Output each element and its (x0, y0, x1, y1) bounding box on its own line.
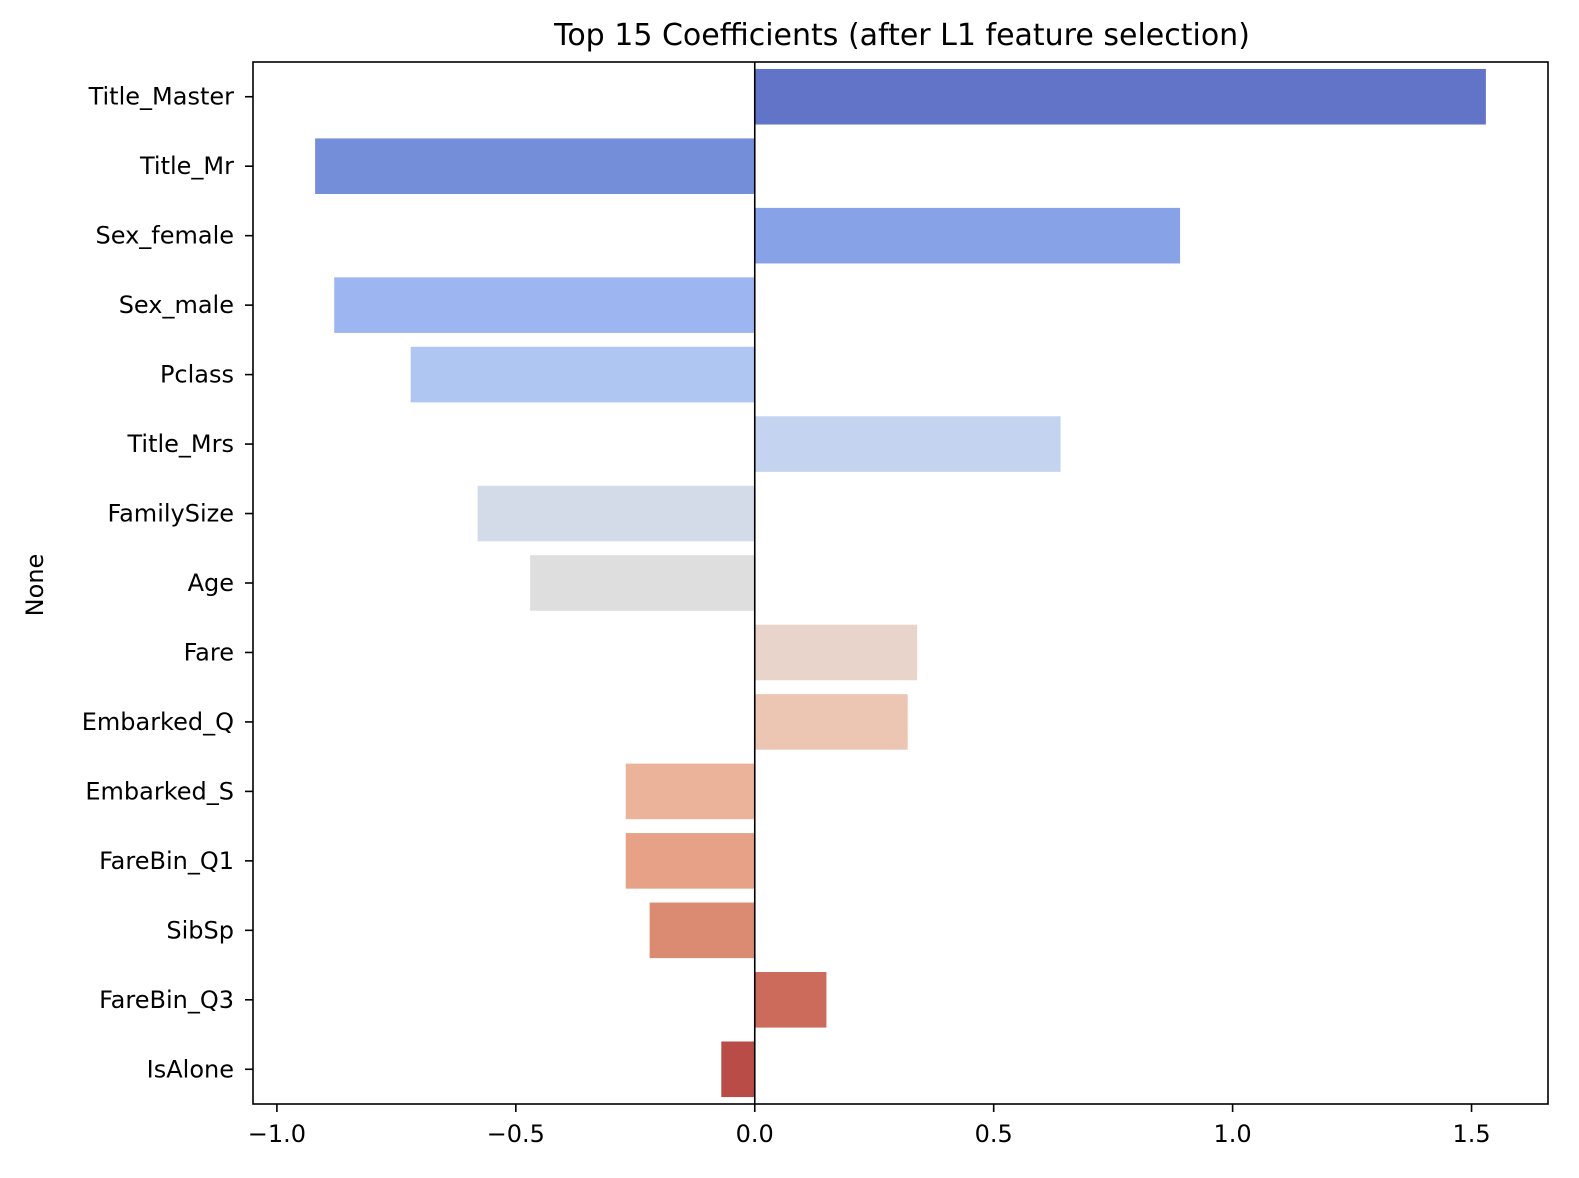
chart-title: Top 15 Coefficients (after L1 feature se… (553, 18, 1250, 53)
bar-sex-male (334, 277, 755, 333)
x-tick-label: 1.5 (1452, 1120, 1490, 1148)
y-tick-label-farebin-q3: FareBin_Q3 (99, 986, 234, 1014)
y-tick-label-isalone: IsAlone (147, 1055, 234, 1083)
x-tick-label: −1.0 (248, 1120, 306, 1148)
x-ticks-group: −1.0 −0.5 0.0 0.5 1.0 1.5 (248, 1104, 1491, 1148)
bar-embarked-s (625, 763, 755, 820)
bar-isalone (721, 1041, 755, 1098)
x-tick-label: 1.0 (1214, 1120, 1252, 1148)
x-tick-label: 0.5 (975, 1120, 1013, 1148)
y-tick-label-sibsp: SibSp (166, 916, 234, 944)
y-tick-label-pclass: Pclass (160, 361, 234, 389)
bar-farebin-q3 (754, 972, 827, 1028)
y-tick-label-sex-male: Sex_male (119, 291, 234, 319)
bar-farebin-q1 (625, 833, 755, 889)
x-tick-label: −0.5 (487, 1120, 545, 1148)
x-tick-label: 0.0 (736, 1120, 774, 1148)
y-tick-label-title-master: Title_Master (88, 83, 235, 111)
y-tick-label-farebin-q1: FareBin_Q1 (99, 847, 234, 875)
y-tick-label-age: Age (188, 569, 234, 597)
bar-sibsp (649, 902, 755, 959)
y-tick-label-title-mrs: Title_Mrs (126, 430, 234, 458)
bar-title-mrs (754, 416, 1061, 472)
y-tick-label-embarked-s: Embarked_S (85, 777, 234, 805)
y-tick-label-sex-female: Sex_female (95, 222, 234, 250)
bar-fare (754, 624, 918, 681)
bar-embarked-q (754, 694, 908, 750)
y-ticks-group: Title_Master Title_Mr Sex_female Sex_male Pc… (82, 83, 253, 1083)
bar-title-mr (315, 138, 755, 194)
y-axis-label: None (21, 554, 49, 617)
y-tick-label-familysize: FamilySize (108, 500, 235, 528)
bar-familysize (477, 485, 755, 542)
y-tick-label-fare: Fare (184, 638, 234, 666)
bar-pclass (410, 346, 755, 403)
y-tick-label-title-mr: Title_Mr (139, 152, 234, 180)
bar-title-master (754, 68, 1486, 125)
bars-group (315, 68, 1486, 1098)
bar-age (530, 555, 755, 611)
plot-frame (252, 61, 1549, 1105)
y-tick-label-embarked-q: Embarked_Q (82, 708, 234, 736)
bar-sex-female (754, 207, 1181, 264)
